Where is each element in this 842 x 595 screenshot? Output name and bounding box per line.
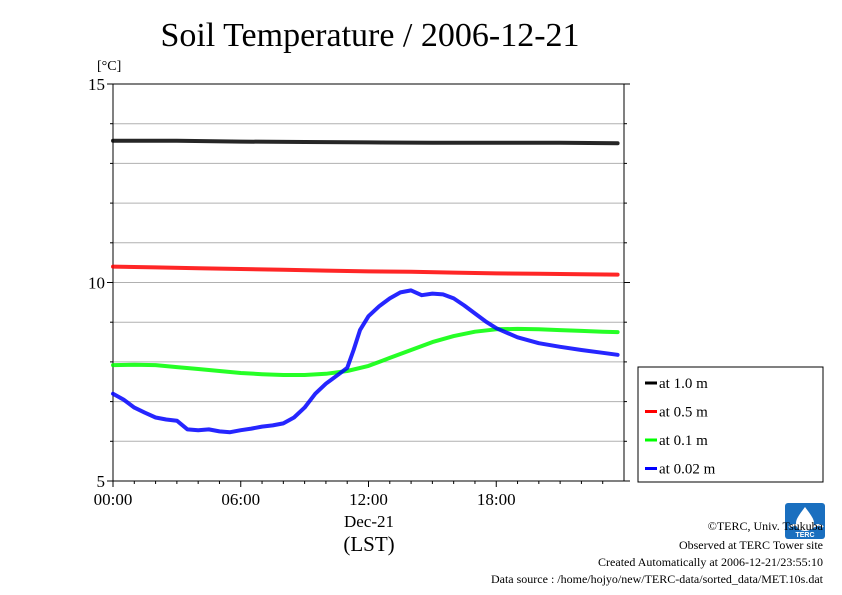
legend-box [637, 366, 824, 483]
footer-created: Created Automatically at 2006-12-21/23:5… [598, 555, 823, 569]
x-tick-label: 12:00 [349, 490, 388, 509]
y-axis-unit: [°C] [97, 59, 121, 74]
grid-lines [113, 123, 624, 442]
x-tick-label: 18:00 [477, 490, 516, 509]
footer-source: Data source : /home/hojyo/new/TERC-data/… [491, 572, 824, 586]
x-axis-timezone-label: (LST) [343, 532, 394, 556]
series-line-0 [111, 138, 620, 146]
series-line-2 [111, 326, 620, 377]
legend-label: at 1.0 m [659, 376, 708, 392]
footer-copyright: ©TERC, Univ. Tsukuba [708, 519, 824, 533]
chart-title: Soil Temperature / 2006-12-21 [160, 17, 579, 54]
series-line-3 [111, 288, 620, 435]
x-axis-date-label: Dec-21 [344, 512, 394, 531]
series-line-1 [111, 264, 620, 277]
x-tick-label: 00:00 [94, 490, 133, 509]
terc-logo: TERC [785, 503, 825, 539]
y-tick-label: 15 [88, 75, 105, 94]
x-tick-label: 06:00 [221, 490, 260, 509]
legend-label: at 0.02 m [659, 462, 716, 478]
legend-label: at 0.1 m [659, 433, 708, 449]
legend: at 1.0 m at 0.5 m at 0.1 m at 0.02 m [637, 366, 824, 483]
logo-text: TERC [795, 532, 814, 539]
y-tick-label: 5 [97, 472, 106, 491]
series-lines [111, 138, 620, 435]
axis-ticks: 00:00 06:00 12:00 18:00 5 10 15 [88, 75, 630, 509]
y-tick-label: 10 [88, 274, 105, 293]
footer-observed: Observed at TERC Tower site [679, 538, 823, 552]
water-drop-icon [796, 507, 814, 531]
wave-icon [788, 524, 824, 530]
legend-label: at 0.5 m [659, 405, 708, 421]
